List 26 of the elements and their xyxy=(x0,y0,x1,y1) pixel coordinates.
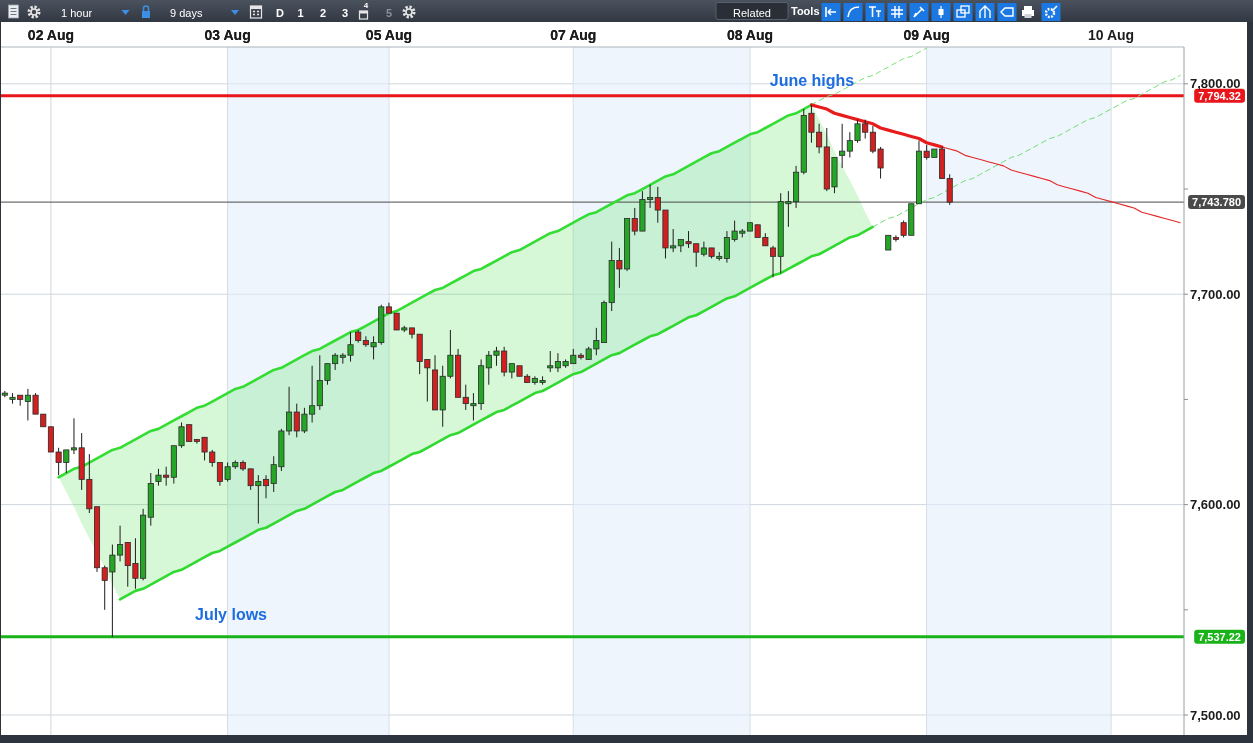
text: 5 xyxy=(385,6,393,19)
text: 1 xyxy=(297,6,304,19)
x-tick-label: 03 Aug xyxy=(204,27,251,44)
x-tick-label: 05 Aug xyxy=(365,27,413,44)
text: 1 hour xyxy=(61,6,93,19)
x-tick-label: 02 Aug xyxy=(27,27,75,44)
text: 4 xyxy=(363,1,369,10)
annotation: June highs xyxy=(769,72,855,90)
x-tick-label: 09 Aug xyxy=(903,27,950,44)
text: Tools xyxy=(791,4,820,16)
y-tick-label: 7,600.00 xyxy=(1190,497,1241,513)
y-tick-label: 7,700.00 xyxy=(1190,286,1241,302)
text: 2 xyxy=(319,6,327,19)
ref-line-label: 7,537.22 xyxy=(1198,630,1241,643)
x-tick-label: 08 Aug xyxy=(726,27,774,44)
y-tick-label: 7,500.00 xyxy=(1190,707,1241,723)
text: D xyxy=(276,6,284,19)
x-tick-label: 07 Aug xyxy=(550,27,597,44)
y-tick-label: 7,800.00 xyxy=(1190,76,1241,92)
ref-line-label: 7,743.780 xyxy=(1192,196,1241,209)
annotation: July lows xyxy=(194,605,268,623)
text: 3 xyxy=(341,6,349,19)
text: 9 days xyxy=(170,6,203,19)
ref-line-label: 7,794.32 xyxy=(1198,89,1241,102)
text: Related xyxy=(733,6,771,19)
x-tick-label: 10 Aug xyxy=(1087,27,1135,44)
